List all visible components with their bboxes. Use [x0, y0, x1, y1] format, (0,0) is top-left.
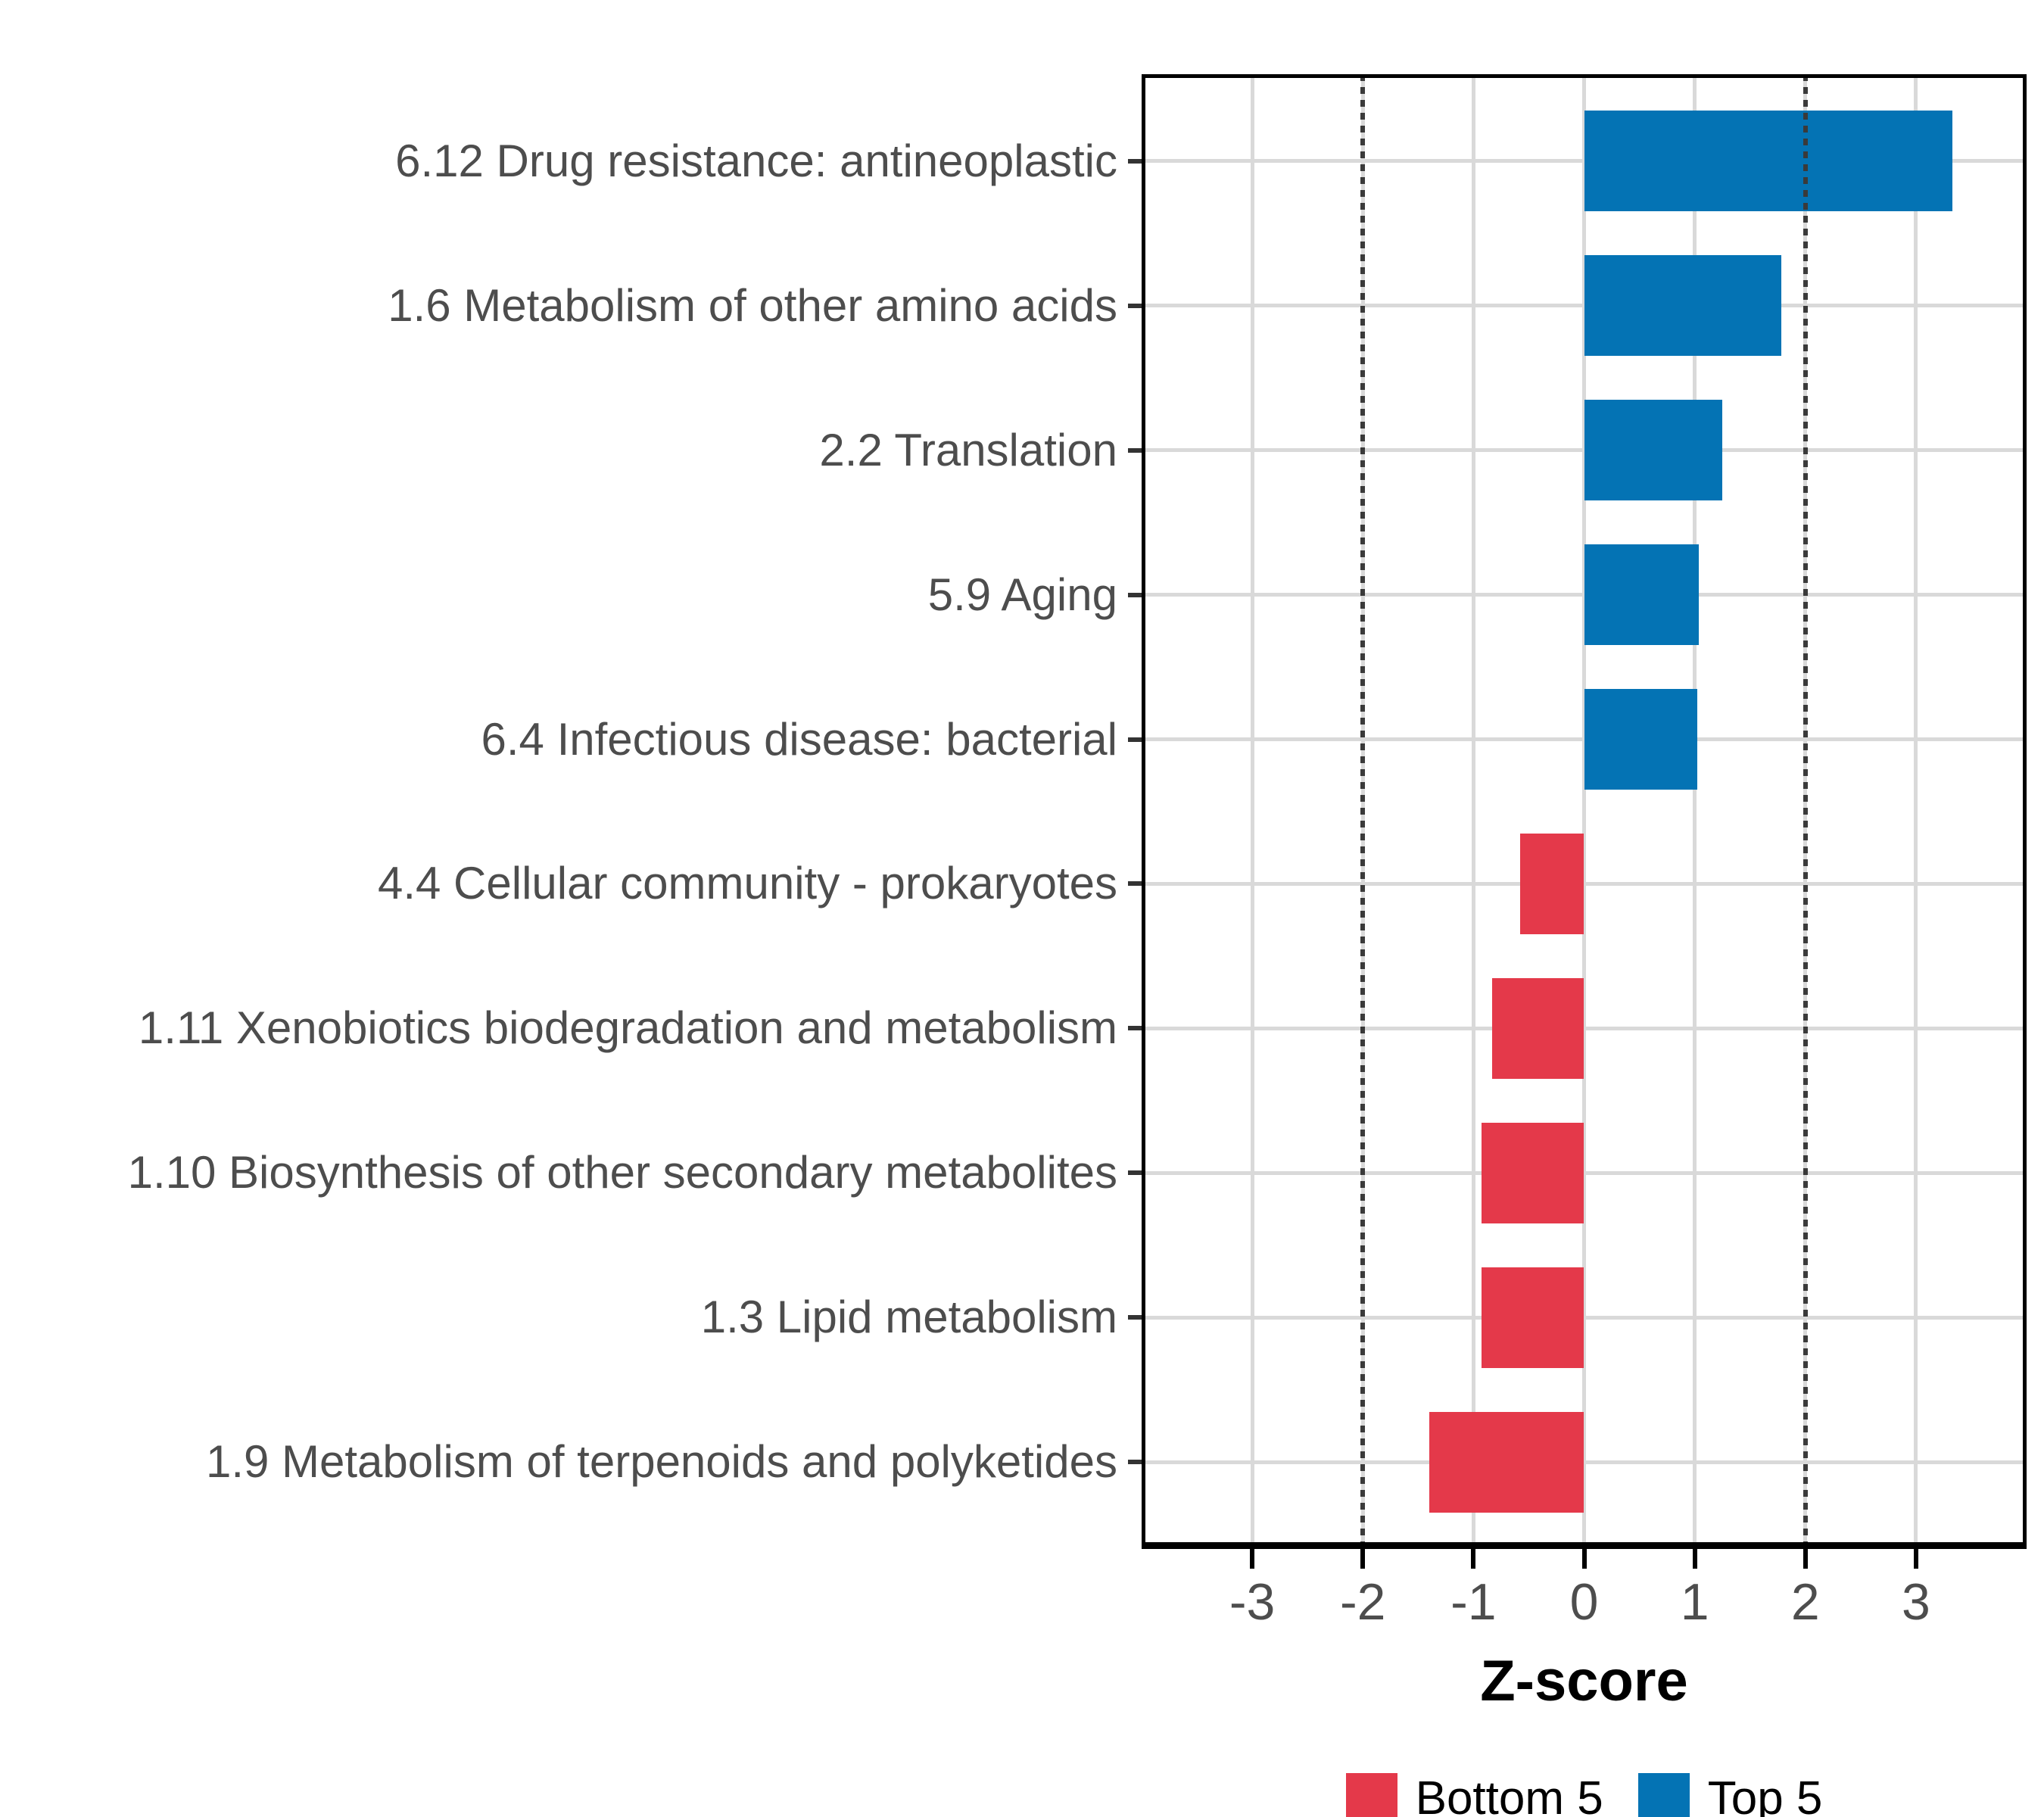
x-axis-tick — [1581, 1549, 1587, 1569]
category-label: 1.3 Lipid metabolism — [700, 1292, 1117, 1343]
y-axis-tick — [1128, 303, 1142, 308]
y-axis-tick — [1128, 737, 1142, 742]
bar — [1584, 399, 1723, 501]
bar — [1481, 1267, 1584, 1369]
plot-panel — [1142, 74, 2027, 1549]
v-gridline — [1693, 74, 1697, 1549]
x-tick-label: 0 — [1569, 1573, 1599, 1631]
category-label: 1.6 Metabolism of other amino acids — [388, 279, 1117, 331]
category-label: 4.4 Cellular community - prokaryotes — [377, 858, 1117, 909]
x-tick-label: 3 — [1901, 1573, 1930, 1631]
y-axis-tick — [1128, 881, 1142, 887]
legend: Bottom 5 Top 5 — [1142, 1769, 2027, 1817]
bar — [1584, 544, 1700, 646]
y-axis-tick — [1128, 447, 1142, 453]
y-axis-tick — [1128, 1170, 1142, 1176]
category-label: 2.2 Translation — [819, 424, 1117, 475]
v-gridline — [1471, 74, 1475, 1549]
category-label: 6.4 Infectious disease: bacterial — [481, 713, 1118, 765]
legend-swatch-bottom5 — [1345, 1773, 1397, 1817]
x-tick-label: 1 — [1680, 1573, 1709, 1631]
bar — [1584, 254, 1781, 357]
category-label: 5.9 Aging — [927, 569, 1117, 620]
x-axis-title: Z-score — [1480, 1649, 1688, 1713]
x-axis-tick — [1250, 1549, 1255, 1569]
category-label: 1.11 Xenobiotics biodegradation and meta… — [138, 1002, 1117, 1054]
x-axis-tick — [1692, 1549, 1697, 1569]
y-axis-tick — [1128, 1315, 1142, 1320]
x-tick-label: -2 — [1340, 1573, 1386, 1631]
legend-label-top5: Top 5 — [1707, 1772, 1823, 1817]
bar — [1519, 833, 1584, 935]
legend-label-bottom5: Bottom 5 — [1415, 1772, 1603, 1817]
category-label: 6.12 Drug resistance: antineoplastic — [395, 135, 1117, 186]
bar — [1429, 1411, 1584, 1513]
bar — [1584, 688, 1697, 790]
reference-line — [1803, 74, 1808, 1549]
x-axis-tick — [1913, 1549, 1918, 1569]
x-tick-label: -1 — [1450, 1573, 1497, 1631]
x-tick-label: -3 — [1229, 1573, 1276, 1631]
x-axis-tick — [1471, 1549, 1476, 1569]
x-tick-label: 2 — [1790, 1573, 1820, 1631]
y-axis-tick — [1128, 592, 1142, 597]
bar — [1492, 977, 1584, 1080]
plot-area — [1142, 74, 2027, 1549]
bar — [1481, 1122, 1584, 1224]
x-axis-tick — [1803, 1549, 1808, 1569]
legend-item-top5: Top 5 — [1637, 1772, 1823, 1817]
x-axis-tick — [1360, 1549, 1366, 1569]
legend-item-bottom5: Bottom 5 — [1345, 1772, 1603, 1817]
category-label: 1.9 Metabolism of terpenoids and polyket… — [205, 1436, 1117, 1488]
v-gridline — [1914, 74, 1918, 1549]
reference-line — [1360, 74, 1366, 1549]
v-gridline — [1582, 74, 1586, 1549]
y-axis-tick — [1128, 1026, 1142, 1031]
category-label: 1.10 Biosynthesis of other secondary met… — [127, 1147, 1117, 1198]
legend-swatch-top5 — [1637, 1773, 1690, 1817]
y-axis-tick — [1128, 1460, 1142, 1465]
y-axis-tick — [1128, 158, 1142, 164]
v-gridline — [1250, 74, 1254, 1549]
bar — [1584, 110, 1953, 212]
